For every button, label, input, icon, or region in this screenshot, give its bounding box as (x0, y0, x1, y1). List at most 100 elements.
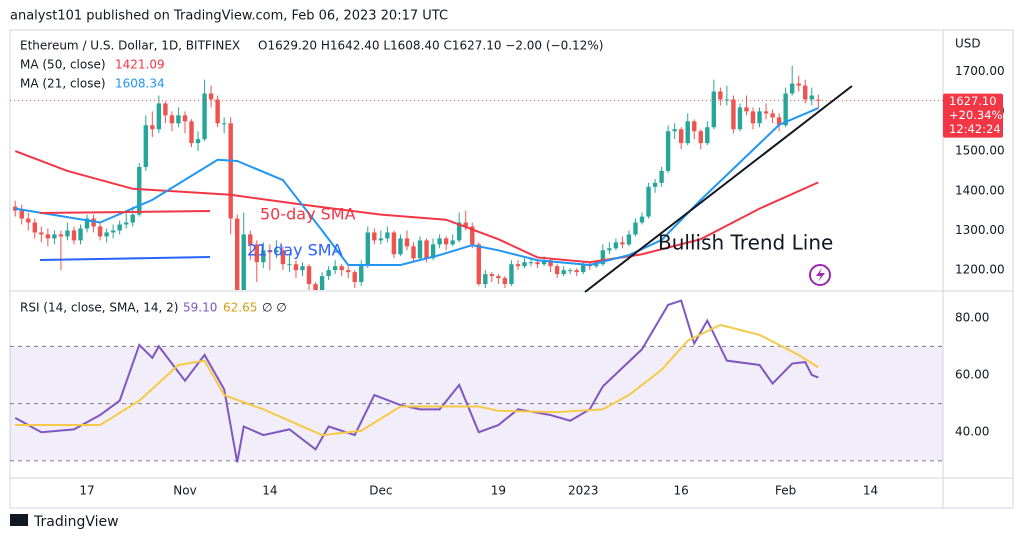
x-tick-label: 19 (491, 484, 506, 498)
candle-body (672, 129, 677, 132)
candle-body (443, 238, 449, 245)
trend-line (584, 85, 853, 293)
candle-body (594, 264, 599, 267)
legend-value: 1608.34 (115, 77, 165, 91)
overlay: 50-day SMA 21-day SMA Bullish Trend Line… (10, 37, 1005, 530)
candle-body (705, 127, 710, 144)
candle-body (776, 117, 782, 126)
legend-extra: ∅ ∅ (262, 301, 287, 315)
x-tick-label: 14 (863, 484, 878, 498)
logo (10, 514, 28, 526)
candle-body (456, 222, 462, 241)
last-price-countdown: 12:42:24 (949, 122, 1001, 136)
candle-body (137, 166, 142, 215)
candle-body (332, 266, 338, 271)
x-tick-label: 14 (262, 484, 277, 498)
candle-body (502, 278, 508, 285)
candle-body (698, 131, 703, 144)
candle-body (731, 99, 736, 130)
x-tick-label: 16 (674, 484, 689, 498)
candle-body (567, 270, 573, 272)
y-tick-label: 80.00 (955, 310, 989, 324)
candle-body (104, 232, 109, 237)
candle-body (182, 115, 188, 122)
alert-icon[interactable] (809, 264, 831, 286)
annotation: Bullish Trend Line (658, 231, 833, 255)
candle-body (221, 123, 227, 125)
candle-body (685, 121, 690, 144)
candle-body (724, 99, 730, 101)
candle-body (757, 111, 762, 124)
candle-body (509, 264, 514, 285)
candle-body (267, 250, 273, 253)
last-price-box (943, 93, 1003, 138)
candle-body (541, 260, 547, 265)
alert-icon-bolt (816, 268, 825, 282)
drawn-line (39, 256, 211, 261)
candle-body (84, 218, 90, 229)
candle-body (346, 270, 351, 273)
candle-body (450, 240, 455, 245)
candle-body (744, 107, 749, 112)
candle-body (365, 232, 370, 265)
candle-body (189, 121, 194, 144)
annotation: 50-day SMA (260, 205, 356, 224)
candle-body (763, 111, 769, 114)
candle-body (659, 170, 664, 183)
candle-body (287, 264, 292, 266)
candle-body (71, 230, 77, 241)
candle-body (150, 125, 155, 130)
candle-body (561, 270, 566, 275)
candle-body (783, 93, 788, 126)
y-tick-label: 60.00 (955, 367, 989, 381)
legend-name: MA (21, close) (20, 77, 106, 91)
candle-body (489, 274, 495, 277)
byline: analyst101 published on TradingView.com,… (10, 9, 448, 24)
candle-body (483, 274, 488, 285)
candle-body (195, 139, 201, 144)
candle-body (52, 234, 57, 239)
candle-body (737, 107, 743, 130)
chart-frame (9, 29, 1014, 509)
candle-body (326, 270, 331, 277)
candle-body (143, 125, 149, 167)
candle-body (241, 234, 246, 290)
axis-unit: USD (955, 37, 981, 51)
candle-body (372, 232, 377, 241)
candle-body (789, 83, 795, 94)
candle-body (496, 276, 501, 279)
candle-body (313, 284, 318, 290)
candle-body (319, 276, 325, 290)
candle-body (274, 250, 279, 253)
annotation: 21-day SMA (247, 241, 343, 260)
candle-body (280, 250, 286, 265)
last-price-change: +20.34% (949, 108, 1003, 122)
candle-body (535, 262, 540, 265)
candle-body (470, 226, 475, 245)
legend-value: 62.65 (223, 301, 257, 315)
candle-body (522, 262, 527, 267)
price-pane (10, 65, 943, 290)
ohlc: O1629.20 H1642.40 L1608.40 C1627.10 −2.0… (258, 39, 603, 53)
candle-body (32, 222, 38, 233)
y-tick-label: 1700.00 (955, 64, 1005, 78)
candle-body (39, 232, 44, 235)
candle-body (130, 214, 135, 223)
candle-body (352, 272, 357, 283)
series-line (14, 299, 819, 463)
candle-body (169, 115, 175, 124)
candle-body (404, 238, 410, 247)
candle-body (711, 91, 717, 128)
candle-body (398, 238, 403, 255)
symbol-title: Ethereum / U.S. Dollar, 1D, BITFINEX (20, 39, 240, 53)
candle-body (339, 266, 344, 271)
candle-body (463, 222, 468, 227)
candle-body (202, 93, 207, 140)
x-tick-label: 2023 (568, 484, 599, 498)
drawn-line (39, 210, 211, 214)
x-tick-label: Nov (173, 484, 196, 498)
candle-body (646, 186, 651, 217)
candle-body (97, 226, 103, 237)
candle-body (359, 264, 364, 283)
